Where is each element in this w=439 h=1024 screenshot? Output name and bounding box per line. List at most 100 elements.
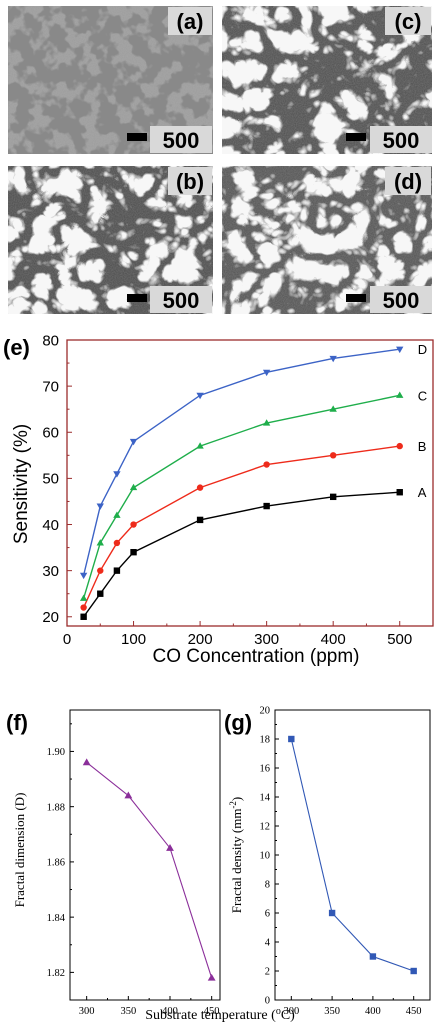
data-point-C — [113, 511, 121, 518]
data-point-B — [396, 442, 403, 450]
chart-f-lines — [86, 762, 213, 979]
scale-bar-a — [127, 133, 147, 141]
data-point-B — [329, 452, 337, 459]
y-tick-label: 1.88 — [47, 802, 65, 813]
x-tick-label: 300 — [79, 1006, 95, 1017]
y-tick-label: 1.90 — [47, 747, 65, 758]
data-point-C — [329, 405, 337, 412]
series-name-B: B — [418, 439, 427, 454]
data-point-C — [196, 442, 204, 449]
series-name-D: D — [418, 342, 427, 357]
data-point-A — [80, 613, 87, 620]
y-tick-label: 16 — [260, 764, 271, 775]
data-point-C — [79, 594, 88, 601]
x-tick-label: 400 — [321, 631, 346, 648]
chart-g-ticks: 300 350 400 450 0 2 4 6 8 10 12 14 16 18 20 — [260, 706, 422, 1017]
data-point-A — [329, 493, 337, 501]
y-tick-label: 18 — [260, 735, 271, 746]
data-point-0 — [288, 735, 295, 743]
y-tick-label: 80 — [42, 332, 59, 349]
data-point-A — [97, 590, 104, 597]
x-tick-label: 400 — [162, 1006, 178, 1017]
x-tick-label: 450 — [204, 1006, 220, 1017]
x-tick-label: 100 — [121, 631, 146, 648]
data-point-C — [96, 539, 104, 546]
label-a: (a) — [177, 9, 204, 34]
chart-e-ylabel: Sensitivity (%) — [11, 424, 32, 544]
y-tick-label: 30 — [42, 563, 59, 580]
data-point-D — [329, 355, 337, 363]
y-tick-label: 1.84 — [47, 913, 66, 924]
label-c: (c) — [395, 9, 422, 34]
data-point-0 — [369, 953, 377, 960]
chart-e-lines — [82, 348, 400, 618]
data-point-A — [396, 489, 403, 496]
chart-g-lines — [290, 738, 414, 972]
shared-xlabel: Substrate temperature (oC) — [145, 1006, 295, 1023]
x-tick-label: 0 — [63, 631, 71, 648]
scale-c: 500 — [383, 128, 420, 153]
x-tick-label: 450 — [406, 1006, 422, 1017]
series-line-B — [82, 445, 400, 608]
data-point-B — [130, 521, 137, 528]
y-tick-label: 6 — [265, 909, 270, 920]
data-point-B — [113, 539, 121, 547]
chart-g-markers — [288, 735, 417, 975]
series-line-0 — [86, 762, 213, 979]
x-tick-label: 200 — [188, 631, 213, 648]
data-point-D — [262, 369, 271, 377]
scale-b: 500 — [163, 288, 200, 313]
data-point-A — [113, 567, 121, 574]
data-point-B — [80, 604, 87, 611]
chart-e-markers — [79, 346, 404, 620]
chart-g-frame — [274, 709, 431, 1001]
panel-label-g: (g) — [224, 710, 252, 735]
data-point-C — [129, 483, 138, 491]
y-tick-label: 70 — [42, 378, 59, 395]
micrograph-labels: (a) (c) (b) (d) — [168, 7, 431, 195]
x-tick-label: 350 — [120, 1006, 136, 1017]
data-point-D — [129, 438, 138, 446]
data-point-D — [79, 572, 88, 580]
data-point-B — [196, 484, 204, 491]
data-point-A — [263, 502, 270, 510]
y-tick-label: 40 — [42, 517, 59, 534]
data-point-C — [396, 391, 404, 398]
chart-e-frame — [66, 339, 434, 627]
scale-bars: 500 500 500 500 — [127, 126, 432, 313]
y-tick-label: 20 — [260, 706, 271, 717]
data-point-A — [196, 516, 204, 524]
data-point-0 — [124, 791, 133, 799]
series-line-A — [83, 491, 400, 618]
data-point-C — [262, 419, 271, 426]
x-tick-label: 300 — [283, 1006, 299, 1017]
series-line-C — [82, 394, 400, 599]
y-tick-label: 4 — [265, 938, 271, 949]
data-point-A — [130, 548, 137, 556]
series-name-A: A — [418, 485, 427, 500]
scale-bar-c — [346, 133, 366, 141]
data-point-D — [396, 346, 404, 354]
data-point-0 — [166, 844, 174, 851]
chart-f-frame — [69, 709, 221, 1001]
data-point-D — [113, 471, 121, 478]
chart-f-markers — [82, 758, 216, 981]
label-d: (d) — [394, 169, 422, 194]
panel-label-e: (e) — [3, 335, 30, 360]
y-tick-label: 60 — [42, 425, 59, 442]
chart-g: (g) 300 350 400 450 0 2 4 6 8 10 12 14 16 18 20 Fracta… — [224, 706, 431, 1017]
data-point-0 — [328, 909, 336, 917]
chart-g-ylabel: Fractal density (mm-2) — [228, 797, 244, 914]
x-tick-label: 400 — [365, 1006, 381, 1017]
data-point-B — [263, 461, 270, 468]
x-tick-label: 500 — [387, 631, 412, 648]
chart-e-xlabel: CO Concentration (ppm) — [153, 646, 360, 667]
series-line-D — [82, 348, 400, 576]
scale-d: 500 — [383, 288, 420, 313]
x-tick-label: 350 — [324, 1006, 340, 1017]
chart-e-series-labels: A B C D — [418, 342, 427, 500]
y-tick-label: 0 — [265, 996, 270, 1007]
chart-f: (f) 300 350 400 450 1.82 1.84 1.86 1.88 1.90 Fra… — [6, 709, 221, 1017]
series-name-C: C — [418, 388, 427, 403]
